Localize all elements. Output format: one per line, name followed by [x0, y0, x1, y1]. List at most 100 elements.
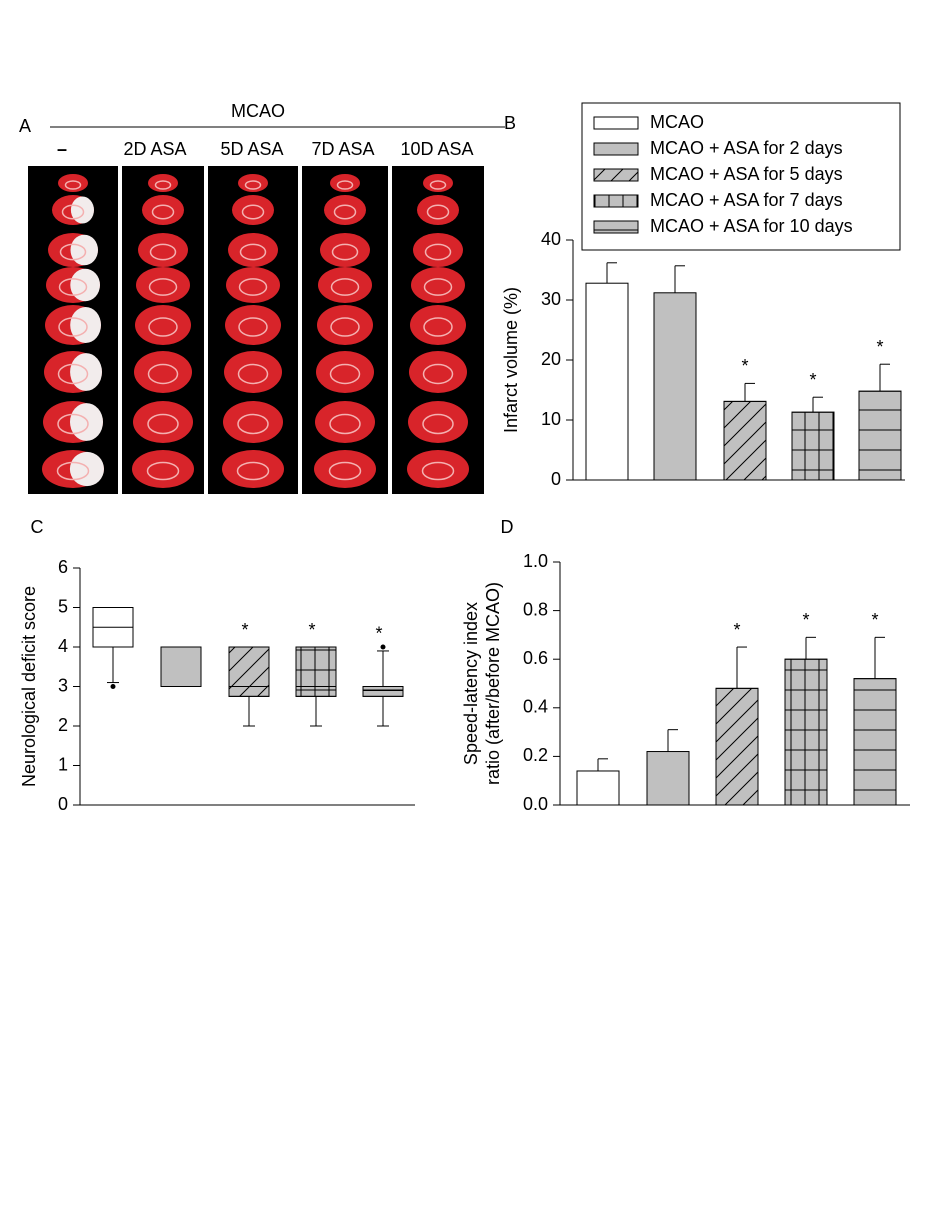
slice-detail — [147, 413, 179, 435]
y-tick-label: 0.0 — [523, 794, 548, 814]
brain-slice — [330, 174, 360, 192]
panel-label: C — [31, 517, 44, 537]
significance: * — [741, 356, 748, 376]
y-tick-label: 40 — [541, 229, 561, 249]
y-tick-label: 30 — [541, 289, 561, 309]
bar-hatch — [715, 687, 759, 806]
brain-slice — [225, 305, 281, 345]
slice-detail — [426, 204, 450, 220]
bar-hatch — [853, 678, 897, 806]
brain-slice — [148, 174, 178, 192]
outlier — [110, 684, 116, 689]
legend-swatch — [593, 116, 639, 130]
bar — [653, 292, 697, 481]
slice-detail — [423, 317, 453, 337]
slice-detail — [58, 278, 88, 296]
box-hatch — [295, 646, 337, 697]
group-label: – — [57, 139, 67, 159]
brain-slice — [407, 450, 469, 488]
slice-detail — [57, 413, 89, 435]
y-tick-label: 0 — [58, 794, 68, 814]
slice-detail — [421, 461, 455, 481]
slice-detail — [328, 461, 362, 481]
slice-detail — [423, 278, 453, 296]
bar-hatch — [784, 658, 828, 806]
y-tick-label: 20 — [541, 349, 561, 369]
slice-detail — [149, 243, 177, 261]
significance: * — [809, 370, 816, 390]
slice-detail — [239, 243, 267, 261]
infarct — [70, 268, 100, 302]
brain-slice — [142, 195, 184, 225]
slice-detail — [64, 180, 82, 190]
brain-slice — [318, 267, 372, 303]
bar — [585, 282, 629, 481]
infarct — [69, 451, 104, 487]
significance: * — [733, 620, 740, 640]
y-tick-label: 6 — [58, 557, 68, 577]
slice-detail — [329, 363, 361, 385]
infarct — [70, 403, 103, 441]
slice-detail — [56, 461, 90, 481]
slice-detail — [238, 317, 268, 337]
outlier — [380, 644, 386, 650]
brain-slice — [413, 233, 463, 267]
significance: * — [241, 620, 248, 640]
brain-slice — [224, 351, 282, 393]
slice-detail — [148, 278, 178, 296]
slice-detail — [330, 278, 360, 296]
significance: * — [375, 624, 382, 644]
y-axis-label: ratio (after/before MCAO) — [483, 582, 503, 785]
brain-slice — [226, 267, 280, 303]
slice-detail — [422, 413, 454, 435]
slice-detail — [146, 461, 180, 481]
legend-label: MCAO + ASA for 7 days — [650, 190, 843, 210]
group-label: 7D ASA — [311, 139, 374, 159]
slice-detail — [148, 317, 178, 337]
legend-swatch-hatch — [593, 194, 639, 208]
y-tick-label: 0.4 — [523, 697, 548, 717]
legend-label: MCAO + ASA for 10 days — [650, 216, 853, 236]
infarct — [70, 353, 103, 391]
significance: * — [802, 610, 809, 630]
slice-detail — [330, 317, 360, 337]
legend-swatch — [593, 142, 639, 156]
infarct — [70, 307, 101, 343]
brain-slice — [320, 233, 370, 267]
y-tick-label: 0 — [551, 469, 561, 489]
y-tick-label: 1.0 — [523, 551, 548, 571]
slice-detail — [331, 243, 359, 261]
bar-hatch — [791, 411, 835, 481]
bar-hatch — [858, 390, 902, 481]
slice-detail — [422, 363, 454, 385]
brain-slice — [132, 450, 194, 488]
brain-slice — [238, 174, 268, 192]
slice-detail — [59, 243, 87, 261]
slice-detail — [61, 204, 85, 220]
box-hatch — [362, 686, 404, 697]
bar — [646, 751, 690, 806]
legend-label: MCAO + ASA for 2 days — [650, 138, 843, 158]
brain-slice — [138, 233, 188, 267]
brain-slice — [133, 401, 193, 443]
y-tick-label: 3 — [58, 675, 68, 695]
y-axis-label: Infarct volume (%) — [501, 287, 521, 433]
slice-detail — [151, 204, 175, 220]
slice-detail — [236, 461, 270, 481]
slice-detail — [429, 180, 447, 190]
group-label: 5D ASA — [220, 139, 283, 159]
brain-slice — [314, 450, 376, 488]
brain-slice — [411, 267, 465, 303]
y-axis-label: Neurological deficit score — [19, 586, 39, 787]
brain-slice — [232, 195, 274, 225]
slice-detail — [147, 363, 179, 385]
bar-hatch — [723, 400, 767, 481]
y-tick-label: 4 — [58, 636, 68, 656]
slice-detail — [57, 363, 89, 385]
brain-slice — [410, 305, 466, 345]
group-label: 10D ASA — [400, 139, 473, 159]
panel-label: A — [19, 116, 31, 136]
slice-detail — [154, 180, 172, 190]
brain-slice — [223, 401, 283, 443]
brain-slice — [136, 267, 190, 303]
